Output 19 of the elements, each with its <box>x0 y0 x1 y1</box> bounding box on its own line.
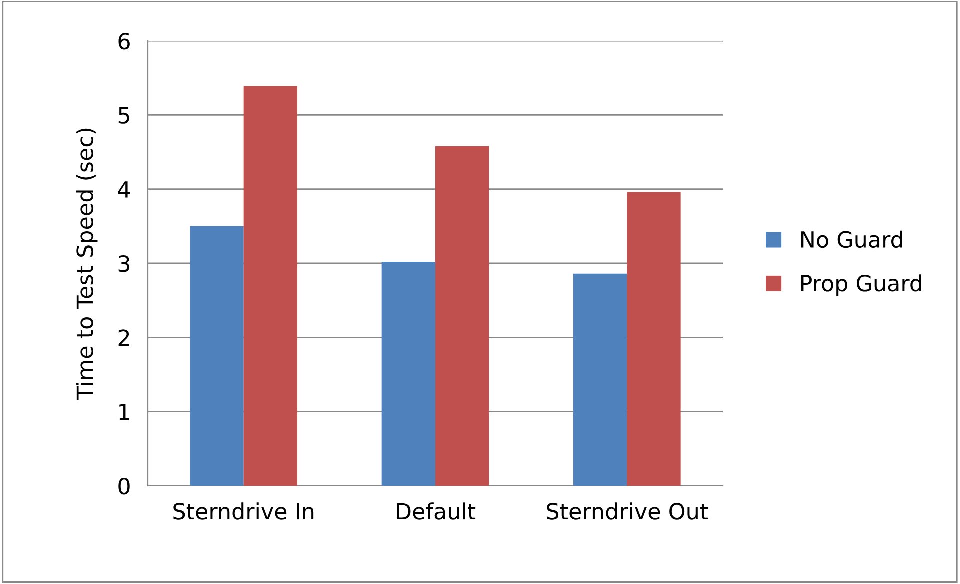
x-tick-label: Default <box>397 502 476 520</box>
y-tick-label: 2 <box>118 330 130 346</box>
bar <box>436 146 490 486</box>
bar <box>627 192 681 486</box>
y-tick-label: 0 <box>118 478 130 495</box>
y-tick-label: 4 <box>118 182 130 198</box>
legend-label: Prop Guard <box>802 274 922 296</box>
bar <box>574 274 628 486</box>
y-tick-label: 6 <box>118 32 130 50</box>
bar <box>190 226 244 486</box>
y-axis-title: Time to Test Speed (sec) <box>76 128 98 400</box>
x-tick-label: Sterndrive Out <box>547 502 708 520</box>
bar <box>382 262 436 486</box>
x-tick-label: Sterndrive In <box>174 502 314 520</box>
legend-label: No Guard <box>802 230 902 248</box>
bar <box>244 86 298 486</box>
y-tick-label: 1 <box>120 404 130 420</box>
y-tick-label: 3 <box>118 255 130 272</box>
y-tick-label: 5 <box>118 107 130 124</box>
